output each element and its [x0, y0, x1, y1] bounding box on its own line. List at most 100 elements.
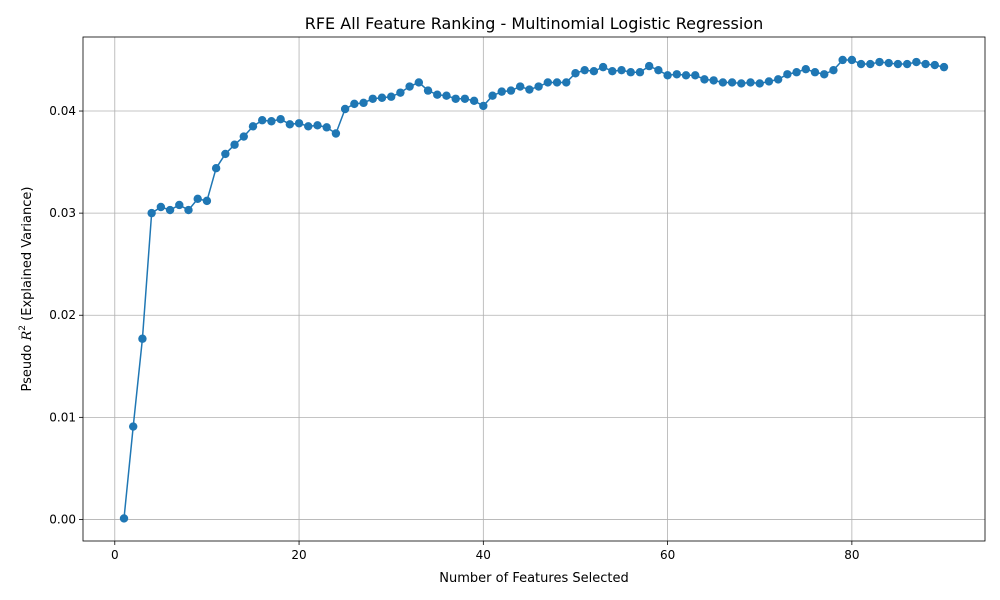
data-point [331, 129, 341, 138]
data-point [211, 164, 221, 173]
grid-lines [83, 37, 985, 541]
data-point [396, 88, 405, 97]
data-point [635, 68, 645, 77]
data-point [138, 334, 147, 343]
data-point [902, 59, 912, 69]
series-path [123, 59, 945, 519]
data-point [267, 117, 276, 126]
data-point [663, 71, 672, 80]
data-point [773, 75, 783, 84]
data-point [534, 82, 543, 91]
data-point [783, 70, 792, 79]
data-point [433, 90, 442, 99]
x-tick-label: 40 [476, 548, 491, 562]
data-point [193, 194, 202, 204]
y-tick-label: 0.02 [49, 308, 76, 322]
data-point [313, 121, 322, 130]
y-tick-label: 0.00 [49, 512, 76, 526]
data-point [801, 64, 810, 74]
data-point [792, 68, 801, 77]
data-point [681, 71, 691, 80]
data-point [580, 65, 589, 75]
data-point [912, 57, 921, 67]
data-point [866, 59, 875, 69]
y-axis-label: Pseudo R2 (Explained Variance) [18, 187, 35, 392]
data-point [746, 78, 755, 87]
data-point [672, 70, 682, 79]
x-axis-label: Number of Features Selected [439, 571, 628, 586]
data-point [856, 59, 866, 69]
data-point [276, 115, 285, 124]
data-point [129, 422, 138, 431]
data-point [322, 123, 331, 132]
data-point [617, 65, 626, 75]
data-point [718, 78, 728, 87]
data-point [460, 94, 470, 103]
data-point [939, 62, 949, 72]
x-tick-label: 20 [291, 548, 306, 562]
data-point [562, 78, 571, 87]
data-point [921, 59, 930, 69]
data-point [847, 55, 857, 65]
data-points [119, 55, 949, 523]
data-point [202, 196, 212, 206]
data-point [497, 87, 506, 96]
data-point [608, 67, 617, 76]
y-tick-label: 0.01 [49, 410, 76, 424]
data-point [727, 78, 737, 87]
data-point [156, 202, 166, 212]
data-point [543, 78, 553, 87]
data-point [764, 77, 774, 86]
data-point [294, 119, 304, 128]
data-point [340, 104, 350, 114]
y-tick-label: 0.04 [49, 104, 76, 118]
y-axis-label-exponent: 2 [18, 325, 28, 331]
data-point [479, 101, 488, 111]
data-point [884, 58, 893, 68]
data-point [552, 78, 562, 87]
data-point [469, 96, 479, 106]
data-point [350, 99, 359, 109]
x-tick-label: 0 [111, 548, 119, 562]
data-point [829, 65, 838, 75]
data-point [691, 71, 700, 80]
data-point [737, 79, 746, 88]
data-point [700, 75, 709, 84]
data-point [451, 94, 460, 103]
data-point [239, 132, 248, 141]
data-point [359, 98, 368, 108]
data-point [709, 76, 718, 85]
data-point [644, 61, 654, 71]
data-point [119, 514, 129, 523]
y-axis-label-prefix: Pseudo [20, 340, 35, 391]
data-point [414, 78, 424, 87]
data-point [893, 59, 903, 69]
data-point [820, 70, 829, 79]
data-point [875, 57, 884, 67]
data-point [571, 69, 580, 78]
data-point [525, 85, 534, 94]
data-point [589, 67, 599, 76]
data-point [405, 82, 414, 91]
data-point [184, 205, 193, 215]
series-line [123, 59, 945, 519]
data-point [221, 149, 230, 159]
data-point [248, 122, 258, 131]
plot-frame [82, 36, 986, 542]
data-point [258, 116, 267, 125]
data-point [488, 91, 497, 100]
data-point [626, 68, 635, 77]
data-point [515, 82, 525, 91]
data-point [386, 92, 396, 101]
data-point [810, 68, 820, 77]
data-point [423, 86, 433, 95]
axes: 0 20 40 60 80 0.00 0.01 0.02 0.03 0.04 [49, 36, 986, 562]
data-point [654, 65, 663, 75]
data-point [230, 140, 239, 149]
y-tick-label: 0.03 [49, 206, 76, 220]
data-point [377, 93, 387, 102]
data-point [147, 208, 156, 218]
data-point [175, 200, 184, 210]
y-axis-label-suffix: (Explained Variance) [20, 187, 35, 325]
data-point [304, 122, 313, 131]
